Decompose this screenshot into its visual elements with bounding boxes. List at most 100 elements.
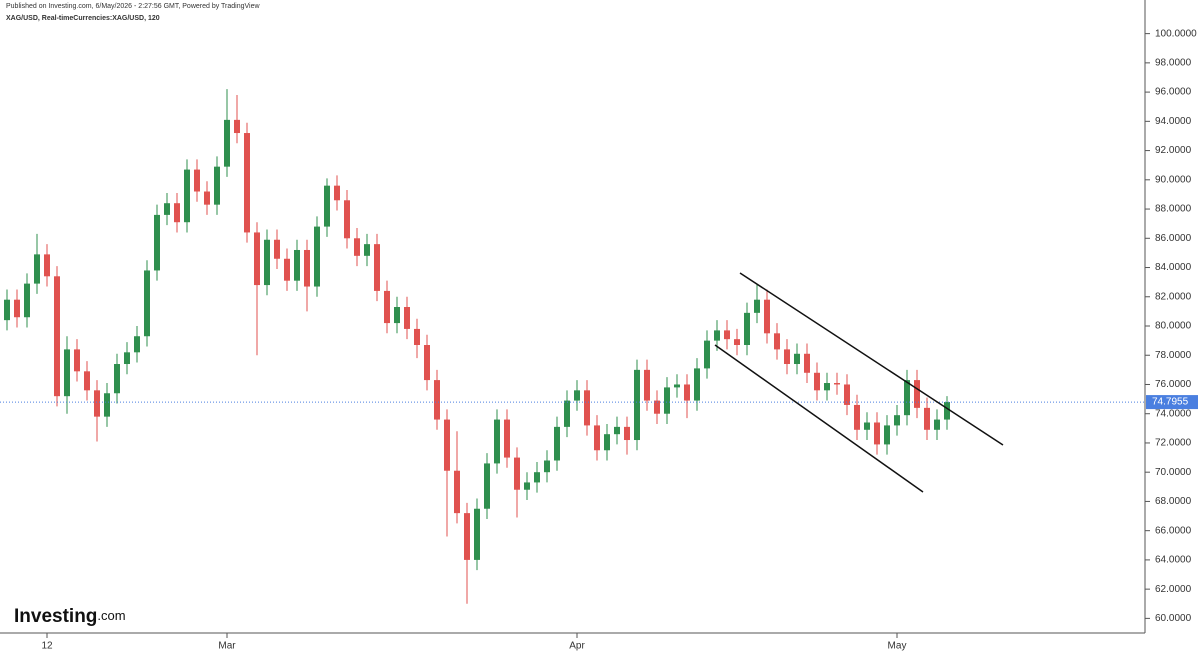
candle-body (264, 239, 270, 286)
candle-body (14, 299, 20, 318)
candle-body (944, 402, 950, 420)
y-tick-label: 70.0000 (1155, 467, 1192, 478)
candle-body (134, 336, 140, 353)
y-tick-label: 68.0000 (1155, 496, 1192, 507)
candle-body (874, 422, 880, 445)
candle-body (544, 460, 550, 473)
candle-body (524, 482, 530, 490)
candle-body (164, 203, 170, 215)
candle-body (394, 306, 400, 324)
candle-body (514, 457, 520, 490)
candle-body (634, 369, 640, 441)
candle-body (594, 425, 600, 451)
candle-body (834, 383, 840, 385)
candle-body (194, 169, 200, 192)
x-tick-label: Apr (569, 641, 585, 652)
y-tick-label: 92.0000 (1155, 145, 1192, 156)
last-price-box (1146, 395, 1198, 410)
candle-body (184, 169, 190, 223)
candle-body (584, 390, 590, 426)
candle-body (204, 191, 210, 205)
candle-body (674, 384, 680, 388)
y-tick-label: 96.0000 (1155, 87, 1192, 98)
symbol-label: XAG/USD, Real-timeCurrencies:XAG/USD, 12… (6, 15, 160, 22)
x-tick-label: Mar (218, 641, 236, 652)
published-note: Published on Investing.com, 6/May/2026 -… (6, 3, 261, 10)
y-tick-label: 72.0000 (1155, 438, 1192, 449)
candle-body (94, 390, 100, 417)
candle-body (504, 419, 510, 458)
candle-body (4, 299, 10, 321)
candle-body (764, 299, 770, 334)
candle-body (824, 383, 830, 391)
candle-body (754, 299, 760, 313)
candle-body (704, 340, 710, 369)
y-tick-label: 82.0000 (1155, 291, 1192, 302)
y-tick-label: 84.0000 (1155, 262, 1192, 273)
candle-body (114, 364, 120, 394)
logo-suffix: .com (97, 608, 125, 623)
candle-body (604, 434, 610, 451)
candle-body (324, 185, 330, 227)
candle-body (254, 232, 260, 286)
logo-name: Investing (14, 606, 97, 627)
candle-body (454, 470, 460, 514)
candle-body (804, 353, 810, 373)
candle-body (734, 339, 740, 346)
candle-body (744, 312, 750, 346)
candle-body (54, 276, 60, 397)
candle-body (84, 371, 90, 391)
candle-body (294, 249, 300, 281)
candle-body (154, 214, 160, 271)
candle-body (274, 239, 280, 259)
candle-body (934, 419, 940, 430)
candle-body (314, 226, 320, 287)
candle-body (104, 393, 110, 417)
candle-body (904, 380, 910, 416)
candle-body (624, 426, 630, 441)
candle-body (494, 419, 500, 464)
candle-body (694, 368, 700, 401)
candle-body (564, 400, 570, 427)
candle-body (404, 306, 410, 329)
candle-body (424, 345, 430, 381)
y-tick-label: 90.0000 (1155, 174, 1192, 185)
y-tick-label: 62.0000 (1155, 584, 1192, 595)
candle-body (884, 425, 890, 445)
candle-body (304, 249, 310, 287)
y-tick-label: 74.0000 (1155, 408, 1192, 419)
candle-body (64, 349, 70, 397)
y-tick-label: 64.0000 (1155, 555, 1192, 566)
candle-body (244, 133, 250, 233)
candle-body (894, 415, 900, 426)
y-tick-label: 98.0000 (1155, 58, 1192, 69)
candle-body (914, 380, 920, 408)
candle-body (614, 426, 620, 435)
candle-body (724, 330, 730, 340)
candle-body (554, 426, 560, 461)
candle-body (924, 407, 930, 430)
candle-body (774, 333, 780, 350)
candle-body (24, 283, 30, 318)
candle-body (574, 390, 580, 401)
y-tick-label: 78.0000 (1155, 350, 1192, 361)
y-tick-label: 66.0000 (1155, 525, 1192, 536)
candle-body (664, 387, 670, 414)
candle-body (864, 422, 870, 430)
candle-body (374, 244, 380, 291)
y-tick-label: 80.0000 (1155, 321, 1192, 332)
y-tick-label: 76.0000 (1155, 379, 1192, 390)
y-tick-label: 88.0000 (1155, 204, 1192, 215)
candle-body (284, 258, 290, 281)
candle-body (844, 384, 850, 405)
x-tick-label: May (888, 641, 907, 652)
candle-body (414, 328, 420, 346)
candle-body (124, 352, 130, 365)
candle-body (714, 330, 720, 341)
candle-body (44, 254, 50, 277)
last-price-label: 74.7955 (1152, 397, 1189, 408)
candle-body (784, 349, 790, 365)
y-tick-label: 86.0000 (1155, 233, 1192, 244)
candle-body (214, 166, 220, 205)
